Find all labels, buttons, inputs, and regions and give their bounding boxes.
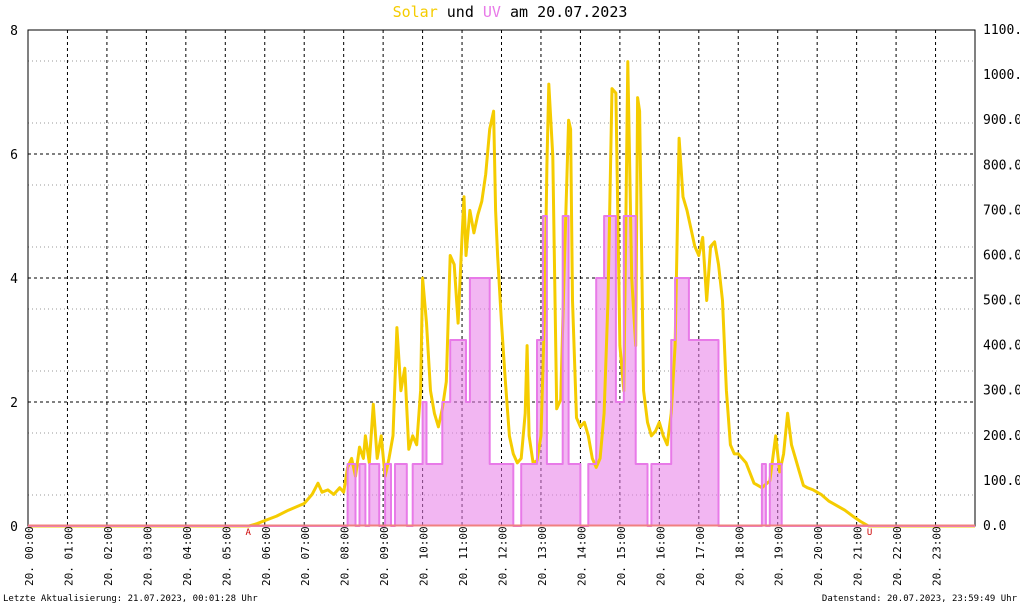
series-line-solar [28,60,975,528]
y-right-tick-label: 100.0 [983,474,1020,489]
y-right-tick-label: 0.0 [983,519,1006,534]
x-tick-label: 20. 14:00 [575,526,588,586]
x-tick-label: 20. 09:00 [378,526,391,586]
y-right-tick-label: 600.0 [983,248,1020,263]
y-right-tick-label: 800.0 [983,158,1020,173]
data-status-text: Datenstand: 20.07.2023, 23:59:49 Uhr [821,594,1017,604]
x-tick-label: 20. 22:00 [891,526,904,586]
y-left-tick-label: 8 [10,24,18,39]
last-update-text: Letzte Aktualisierung: 21.07.2023, 00:01… [3,594,258,604]
title-solar: Solar [392,3,438,21]
y-left-tick-label: 6 [10,148,18,163]
y-left-tick-label: 4 [10,272,18,287]
x-tick-label: 20. 23:00 [931,526,944,586]
x-tick-label: 20. 01:00 [62,526,75,586]
y-right-tick-label: 1100.0 [983,23,1020,38]
marker-a: A [245,528,251,538]
title-date: am 20.07.2023 [500,3,628,21]
x-tick-label: 20. 04:00 [181,526,194,586]
x-tick-label: 20. 06:00 [260,526,273,586]
y-right-tick-label: 500.0 [983,294,1020,309]
x-tick-label: 20. 16:00 [654,526,667,586]
marker-u: U [867,528,872,538]
x-tick-label: 20. 12:00 [497,526,510,586]
series-line-uv [28,215,975,527]
x-tick-label: 20. 18:00 [733,526,746,586]
title-mid: und [437,3,483,21]
y-right-tick-label: 1000.0 [983,68,1020,83]
y-right-tick-label: 200.0 [983,429,1020,444]
x-tick-label: 20. 21:00 [852,526,865,586]
y-right-tick-label: 700.0 [983,203,1020,218]
chart-title: Solar und UV am 20.07.2023 [0,3,1020,21]
x-tick-label: 20. 13:00 [536,526,549,586]
x-tick-label: 20. 20:00 [812,526,825,586]
x-tick-label: 20. 10:00 [418,526,431,586]
x-tick-label: 20. 02:00 [102,526,115,586]
x-tick-label: 20. 08:00 [339,526,352,586]
x-tick-label: 20. 03:00 [141,526,154,586]
x-tick-label: 20. 17:00 [694,526,707,586]
y-right-tick-label: 900.0 [983,113,1020,128]
x-tick-label: 20. 00:00 [23,526,36,586]
x-tick-label: 20. 07:00 [299,526,312,586]
y-left-tick-label: 2 [10,396,18,411]
x-tick-label: 20. 11:00 [457,526,470,586]
title-uv: UV [482,3,501,21]
x-tick-label: 20. 05:00 [220,526,233,586]
y-left-tick-label: 0 [10,520,18,535]
x-tick-label: 20. 19:00 [773,526,786,586]
y-right-tick-label: 400.0 [983,339,1020,354]
x-tick-label: 20. 15:00 [615,526,628,586]
y-right-tick-label: 300.0 [983,384,1020,399]
